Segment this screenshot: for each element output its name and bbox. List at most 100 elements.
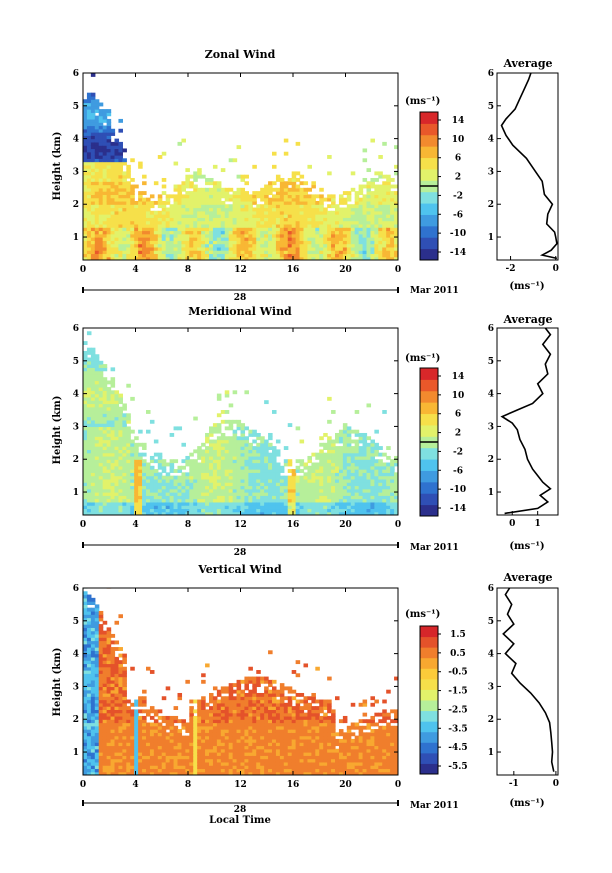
- heatmap-cell: [178, 142, 183, 146]
- heatmap-cell: [107, 627, 112, 631]
- heatmap-cell: [378, 459, 383, 463]
- heatmap-cell: [107, 109, 112, 113]
- heatmap-cell: [197, 168, 202, 172]
- heatmap-cell: [300, 175, 305, 179]
- heatmap-cell: [162, 476, 167, 480]
- heatmap-cell: [374, 443, 379, 447]
- x-tick-label: 0: [395, 520, 401, 530]
- heatmap-cell: [311, 194, 316, 198]
- heatmap-cell: [260, 188, 265, 192]
- y-tick-label: 1: [73, 233, 79, 243]
- heatmap-cell: [343, 208, 348, 212]
- heatmap-cell: [221, 433, 226, 437]
- heatmap-cell: [142, 696, 147, 700]
- heatmap-cell: [241, 175, 246, 179]
- colorbar-swatch: [420, 493, 438, 505]
- heatmap-cell: [181, 181, 186, 185]
- heatmap-cell: [363, 178, 368, 182]
- heatmap-cell: [323, 443, 328, 447]
- heatmap-cell: [193, 171, 198, 175]
- heatmap-cell: [276, 463, 281, 467]
- heatmap-cell: [244, 181, 249, 185]
- heatmap-cell: [158, 155, 163, 159]
- heatmap-cell: [225, 390, 230, 394]
- heatmap-cell: [118, 614, 123, 618]
- heatmap-cell: [213, 165, 218, 169]
- heatmap-cell: [363, 433, 368, 437]
- profile-y-tick-label: 1: [488, 488, 494, 498]
- colorbar-tick-label: 14: [452, 116, 465, 126]
- heatmap-cell: [158, 472, 163, 476]
- heatmap-cell: [126, 426, 131, 430]
- heatmap-cell: [103, 377, 108, 381]
- heatmap-cell: [339, 430, 344, 434]
- heatmap-cell: [331, 410, 336, 414]
- y-tick-label: 5: [73, 102, 79, 112]
- heatmap-cell: [296, 466, 301, 470]
- colorbar-tick-label: 14: [452, 372, 465, 382]
- heatmap-cell: [256, 191, 261, 195]
- heatmap-cell: [390, 459, 395, 463]
- heatmap-cell: [111, 647, 116, 651]
- colorbar-swatch: [420, 146, 438, 158]
- heatmap-cell: [217, 413, 222, 417]
- heatmap-cell: [209, 426, 214, 430]
- heatmap-cell: [225, 204, 230, 208]
- heatmap-cell: [378, 185, 383, 189]
- heatmap-cell: [260, 436, 265, 440]
- heatmap-cell: [99, 611, 104, 615]
- profile-x-tick-label: -2: [506, 264, 516, 274]
- heatmap-cell: [91, 348, 96, 352]
- heatmap-cell: [126, 181, 131, 185]
- heatmap-cell: [115, 390, 120, 394]
- colorbar-tick-label: -2: [453, 191, 463, 201]
- heatmap-cell: [130, 709, 135, 713]
- date-bar-start: [82, 287, 84, 293]
- colorbar-tick-label: -14: [450, 248, 466, 258]
- colorbar-swatch: [420, 112, 438, 124]
- colorbar-swatch: [420, 192, 438, 204]
- heatmap-meridional: [83, 331, 399, 515]
- heatmap-cell: [268, 443, 273, 447]
- heatmap-cell: [189, 175, 194, 179]
- heatmap-cell: [130, 430, 135, 434]
- heatmap-cell: [319, 443, 324, 447]
- heatmap-cell: [162, 726, 167, 730]
- heatmap-cell: [288, 188, 293, 192]
- heatmap-cell: [382, 453, 387, 457]
- heatmap-cell: [315, 194, 320, 198]
- heatmap-cell: [315, 453, 320, 457]
- heatmap-cell: [185, 456, 190, 460]
- heatmap-cell: [367, 443, 372, 447]
- x-tick-label: 20: [339, 520, 352, 530]
- heatmap-cell: [264, 440, 269, 444]
- colorbar-swatch: [420, 379, 438, 391]
- heatmap-cell: [390, 178, 395, 182]
- heatmap-cell: [138, 453, 143, 457]
- heatmap-cell: [142, 709, 147, 713]
- heatmap-cell: [311, 463, 316, 467]
- heatmap-cell: [339, 208, 344, 212]
- heatmap-cell: [382, 181, 387, 185]
- heatmap-cell: [252, 440, 257, 444]
- heatmap-cell: [307, 456, 312, 460]
- heatmap-cell: [118, 129, 123, 133]
- heatmap-cell: [87, 93, 92, 97]
- heatmap-cell: [170, 716, 175, 720]
- profile-y-tick-label: 3: [488, 167, 494, 177]
- heatmap-cell: [304, 181, 309, 185]
- heatmap-cell: [111, 390, 116, 394]
- heatmap-cell: [166, 686, 171, 690]
- heatmap-cell: [134, 443, 139, 447]
- colorbar-swatch: [420, 448, 438, 460]
- heatmap-cell: [197, 446, 202, 450]
- heatmap-cell: [217, 181, 222, 185]
- heatmap-cell: [241, 423, 246, 427]
- heatmap-cell: [363, 185, 368, 189]
- heatmap-cell: [335, 433, 340, 437]
- heatmap-cell: [83, 591, 88, 595]
- heatmap-cell: [166, 732, 171, 736]
- main-title: Meridional Wind: [188, 305, 292, 318]
- heatmap-cell: [339, 446, 344, 450]
- heatmap-cell: [367, 168, 372, 172]
